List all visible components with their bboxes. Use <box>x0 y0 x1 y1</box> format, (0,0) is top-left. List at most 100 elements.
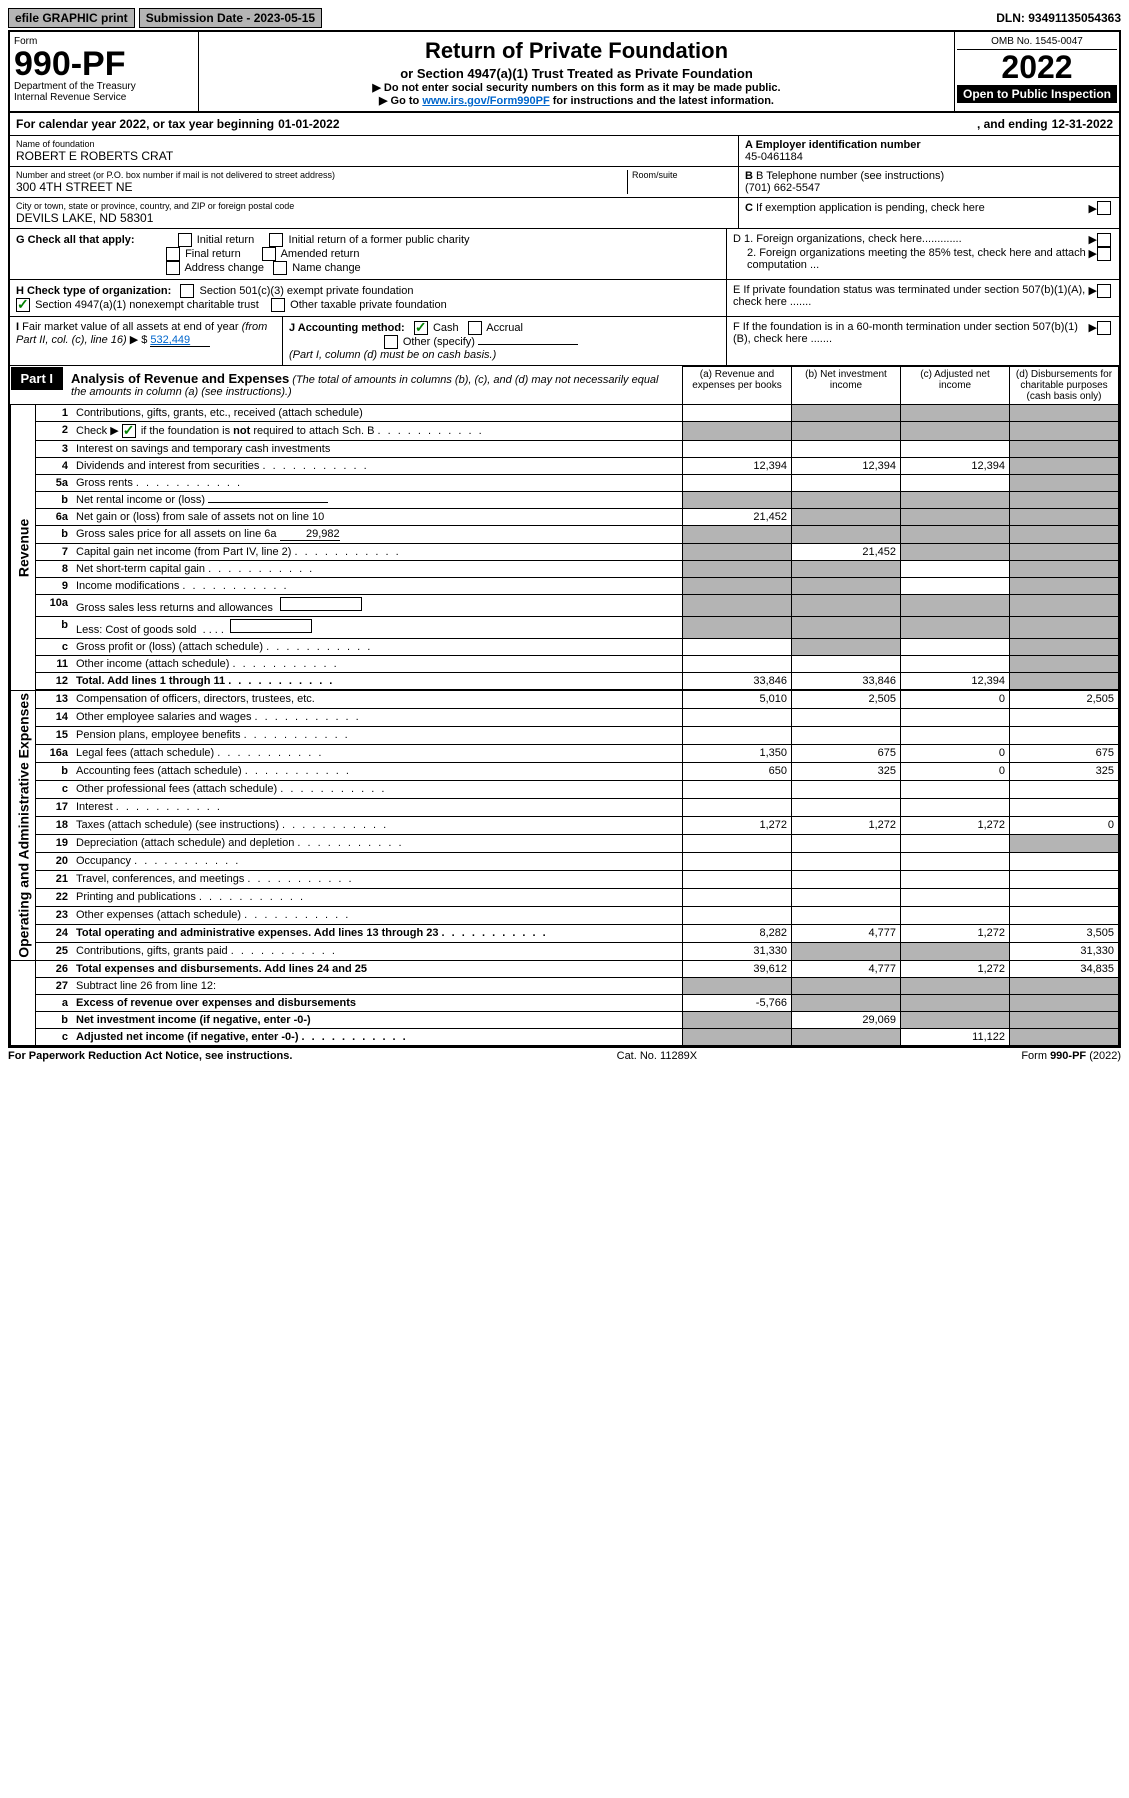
row-18: Taxes (attach schedule) (see instruction… <box>72 816 683 834</box>
row-3: Interest on savings and temporary cash i… <box>72 441 683 458</box>
col-b-header: (b) Net investment income <box>792 367 901 405</box>
efile-print-button[interactable]: efile GRAPHIC print <box>8 8 135 28</box>
row-1: Contributions, gifts, grants, etc., rece… <box>72 405 683 422</box>
j-note: (Part I, column (d) must be on cash basi… <box>289 349 496 361</box>
col-a-header: (a) Revenue and expenses per books <box>683 367 792 405</box>
row-11: Other income (attach schedule) <box>72 656 683 673</box>
f-label: F If the foundation is in a 60-month ter… <box>733 321 1089 345</box>
e-checkbox[interactable] <box>1097 284 1111 298</box>
ein-value: 45-0461184 <box>745 151 1113 163</box>
g-final-return[interactable] <box>166 247 180 261</box>
form-number: 990-PF <box>14 47 194 81</box>
j-other[interactable] <box>384 335 398 349</box>
footer-right: Form 990-PF (2022) <box>1021 1050 1121 1062</box>
footer-mid: Cat. No. 11289X <box>617 1050 698 1062</box>
row-19: Depreciation (attach schedule) and deple… <box>72 834 683 852</box>
year-begin: 01-01-2022 <box>278 117 339 131</box>
part1-title: Analysis of Revenue and Expenses (The to… <box>63 367 682 402</box>
row-25: Contributions, gifts, grants paid <box>72 942 683 960</box>
city-label: City or town, state or province, country… <box>16 201 732 211</box>
row-16a: Legal fees (attach schedule) <box>72 745 683 763</box>
submission-date: Submission Date - 2023-05-15 <box>139 8 322 28</box>
row-10b: Less: Cost of goods sold . . . . <box>72 617 683 639</box>
row-5b: Net rental income or (loss) <box>72 492 683 509</box>
row-27b: Net investment income (if negative, ente… <box>72 1011 683 1028</box>
h-label: H Check type of organization: <box>16 285 171 297</box>
form-container: Form 990-PF Department of the Treasury I… <box>8 30 1121 1048</box>
schb-checkbox[interactable] <box>122 424 136 438</box>
g-name-change[interactable] <box>273 261 287 275</box>
row-16b: Accounting fees (attach schedule) <box>72 763 683 781</box>
h-4947[interactable] <box>16 298 30 312</box>
g-initial-return[interactable] <box>178 233 192 247</box>
col-d-header: (d) Disbursements for charitable purpose… <box>1010 367 1119 405</box>
c-checkbox[interactable] <box>1097 201 1111 215</box>
col-c-header: (c) Adjusted net income <box>901 367 1010 405</box>
dept-label: Department of the Treasury <box>14 81 194 92</box>
d1-label: D 1. Foreign organizations, check here..… <box>733 233 1089 247</box>
omb-number: OMB No. 1545-0047 <box>957 34 1117 50</box>
street-address: 300 4TH STREET NE <box>16 180 627 194</box>
row-10a: Gross sales less returns and allowances <box>72 595 683 617</box>
year-end: 12-31-2022 <box>1052 117 1113 131</box>
addr-label: Number and street (or P.O. box number if… <box>16 170 627 180</box>
row-5a: Gross rents <box>72 475 683 492</box>
row-10c: Gross profit or (loss) (attach schedule) <box>72 639 683 656</box>
j-label: J Accounting method: <box>289 322 405 334</box>
row-27a: Excess of revenue over expenses and disb… <box>72 994 683 1011</box>
j-cash[interactable] <box>414 321 428 335</box>
ein-label: A Employer identification number <box>745 139 1113 151</box>
row-8: Net short-term capital gain <box>72 561 683 578</box>
row-2: Check ▶ if the foundation is not require… <box>72 422 683 441</box>
row-23: Other expenses (attach schedule) <box>72 906 683 924</box>
phone-label: B B Telephone number (see instructions) <box>745 170 1113 182</box>
j-accrual[interactable] <box>468 321 482 335</box>
revenue-side-label: Revenue <box>11 405 36 691</box>
d2-label: 2. Foreign organizations meeting the 85%… <box>733 247 1089 271</box>
form-subtitle: or Section 4947(a)(1) Trust Treated as P… <box>207 66 946 81</box>
h-501c3[interactable] <box>180 284 194 298</box>
row-21: Travel, conferences, and meetings <box>72 870 683 888</box>
g-address-change[interactable] <box>166 261 180 275</box>
irs-label: Internal Revenue Service <box>14 92 194 103</box>
page-footer: For Paperwork Reduction Act Notice, see … <box>8 1048 1121 1064</box>
foundation-name: ROBERT E ROBERTS CRAT <box>16 149 732 163</box>
name-label: Name of foundation <box>16 139 732 149</box>
row-15: Pension plans, employee benefits <box>72 727 683 745</box>
g-section: G Check all that apply: Initial return I… <box>16 233 720 275</box>
row-27c: Adjusted net income (if negative, enter … <box>72 1028 683 1045</box>
row-24: Total operating and administrative expen… <box>72 924 683 942</box>
row-6a: Net gain or (loss) from sale of assets n… <box>72 509 683 526</box>
irs-link[interactable]: www.irs.gov/Form990PF <box>422 95 549 107</box>
footer-left: For Paperwork Reduction Act Notice, see … <box>8 1050 292 1062</box>
form-title: Return of Private Foundation <box>207 38 946 64</box>
row-6b: Gross sales price for all assets on line… <box>72 526 683 544</box>
d1-checkbox[interactable] <box>1097 233 1111 247</box>
city-state-zip: DEVILS LAKE, ND 58301 <box>16 211 732 225</box>
form-header: Form 990-PF Department of the Treasury I… <box>10 32 1119 113</box>
g-initial-former[interactable] <box>269 233 283 247</box>
g-amended-return[interactable] <box>262 247 276 261</box>
row-20: Occupancy <box>72 852 683 870</box>
calendar-year-row: For calendar year 2022, or tax year begi… <box>10 113 1119 136</box>
h-other-taxable[interactable] <box>271 298 285 312</box>
d2-checkbox[interactable] <box>1097 247 1111 261</box>
row-17: Interest <box>72 799 683 817</box>
expenses-side-label: Operating and Administrative Expenses <box>11 691 36 961</box>
part1-tab: Part I <box>11 367 64 390</box>
row-16c: Other professional fees (attach schedule… <box>72 781 683 799</box>
part1-table: Part I Analysis of Revenue and Expenses … <box>10 366 1119 1046</box>
i-value[interactable]: 532,449 <box>150 334 210 347</box>
c-label: C If exemption application is pending, c… <box>745 202 1089 214</box>
row-4: Dividends and interest from securities <box>72 458 683 475</box>
note-ssn: ▶ Do not enter social security numbers o… <box>207 81 946 94</box>
row-7: Capital gain net income (from Part IV, l… <box>72 544 683 561</box>
note-link: ▶ Go to www.irs.gov/Form990PF for instru… <box>207 94 946 107</box>
row-27: Subtract line 26 from line 12: <box>72 977 683 994</box>
f-checkbox[interactable] <box>1097 321 1111 335</box>
row-14: Other employee salaries and wages <box>72 709 683 727</box>
row-12: Total. Add lines 1 through 11 <box>72 673 683 690</box>
i-label: I Fair market value of all assets at end… <box>16 321 267 346</box>
open-inspection: Open to Public Inspection <box>957 85 1117 103</box>
phone-value: (701) 662-5547 <box>745 182 1113 194</box>
